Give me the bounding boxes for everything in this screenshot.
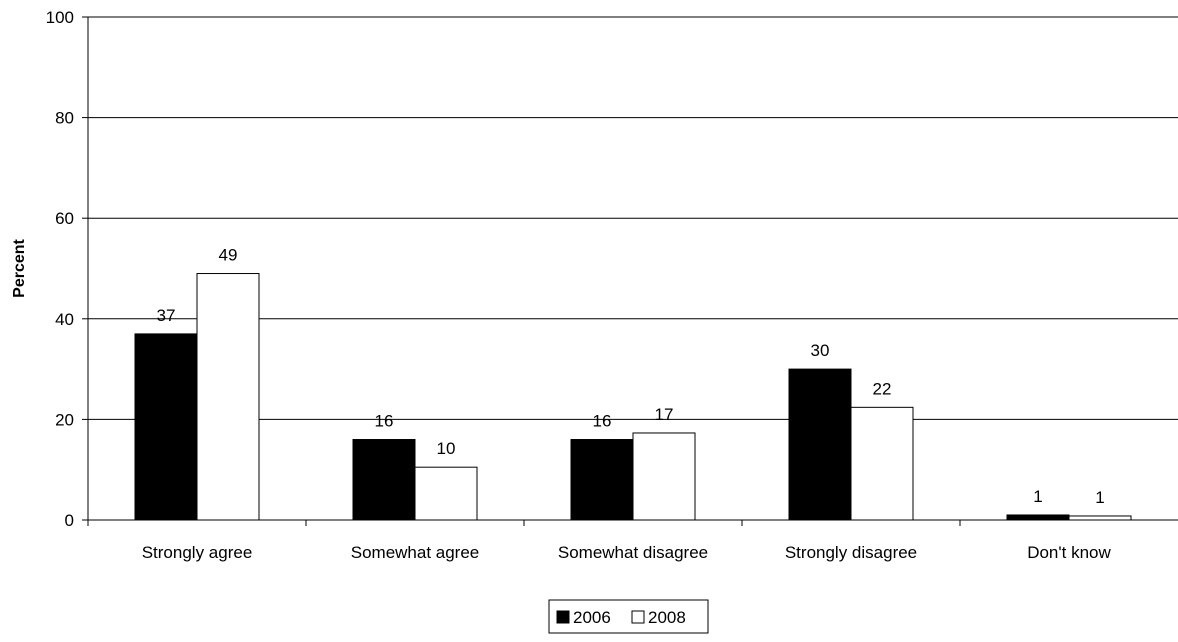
legend: 2006 2008 <box>548 599 709 634</box>
bar-2006-1 <box>352 439 416 521</box>
bar-2008-0 <box>196 273 260 521</box>
legend-label: 2008 <box>648 608 686 627</box>
y-tick-label: 100 <box>46 8 74 27</box>
y-tick-label: 40 <box>55 310 74 329</box>
data-label: 10 <box>437 439 456 458</box>
bar-2006-3 <box>788 368 852 521</box>
bar-2008-4 <box>1068 515 1132 521</box>
bar-2006-2 <box>570 439 634 521</box>
axes: 0 20 40 60 80 100 Strongly agree Somewhat agree… <box>46 8 1178 562</box>
data-label: 1 <box>1033 487 1042 506</box>
x-tick-label: Strongly agree <box>142 543 253 562</box>
data-label: 1 <box>1095 488 1104 507</box>
data-label: 22 <box>873 379 892 398</box>
y-tick-label: 80 <box>55 109 74 128</box>
data-label: 17 <box>655 405 674 424</box>
legend-box <box>548 599 709 634</box>
legend-swatch-2008 <box>631 610 645 624</box>
bars <box>134 273 1132 521</box>
y-tick-label: 0 <box>65 511 74 530</box>
legend-swatch-2006 <box>556 610 570 624</box>
bar-2006-4 <box>1006 514 1070 521</box>
x-tick-label: Strongly disagree <box>785 543 917 562</box>
x-tick-label: Somewhat disagree <box>558 543 708 562</box>
y-tick-label: 60 <box>55 209 74 228</box>
data-label: 16 <box>593 412 612 431</box>
x-tick-label: Don't know <box>1027 543 1111 562</box>
data-label: 30 <box>811 341 830 360</box>
bar-2008-3 <box>850 406 914 521</box>
bar-2008-2 <box>632 432 696 521</box>
gridlines <box>88 16 1178 420</box>
x-tick-label: Somewhat agree <box>351 543 480 562</box>
data-labels: 37 49 16 10 16 17 30 22 1 1 <box>157 246 1105 507</box>
legend-label: 2006 <box>573 608 611 627</box>
y-axis-title: Percent <box>11 238 28 297</box>
data-label: 16 <box>375 412 394 431</box>
data-label: 37 <box>157 306 176 325</box>
bar-2006-0 <box>134 333 198 521</box>
data-label: 49 <box>219 246 238 265</box>
y-tick-label: 20 <box>55 410 74 429</box>
bar-2008-1 <box>414 466 478 521</box>
